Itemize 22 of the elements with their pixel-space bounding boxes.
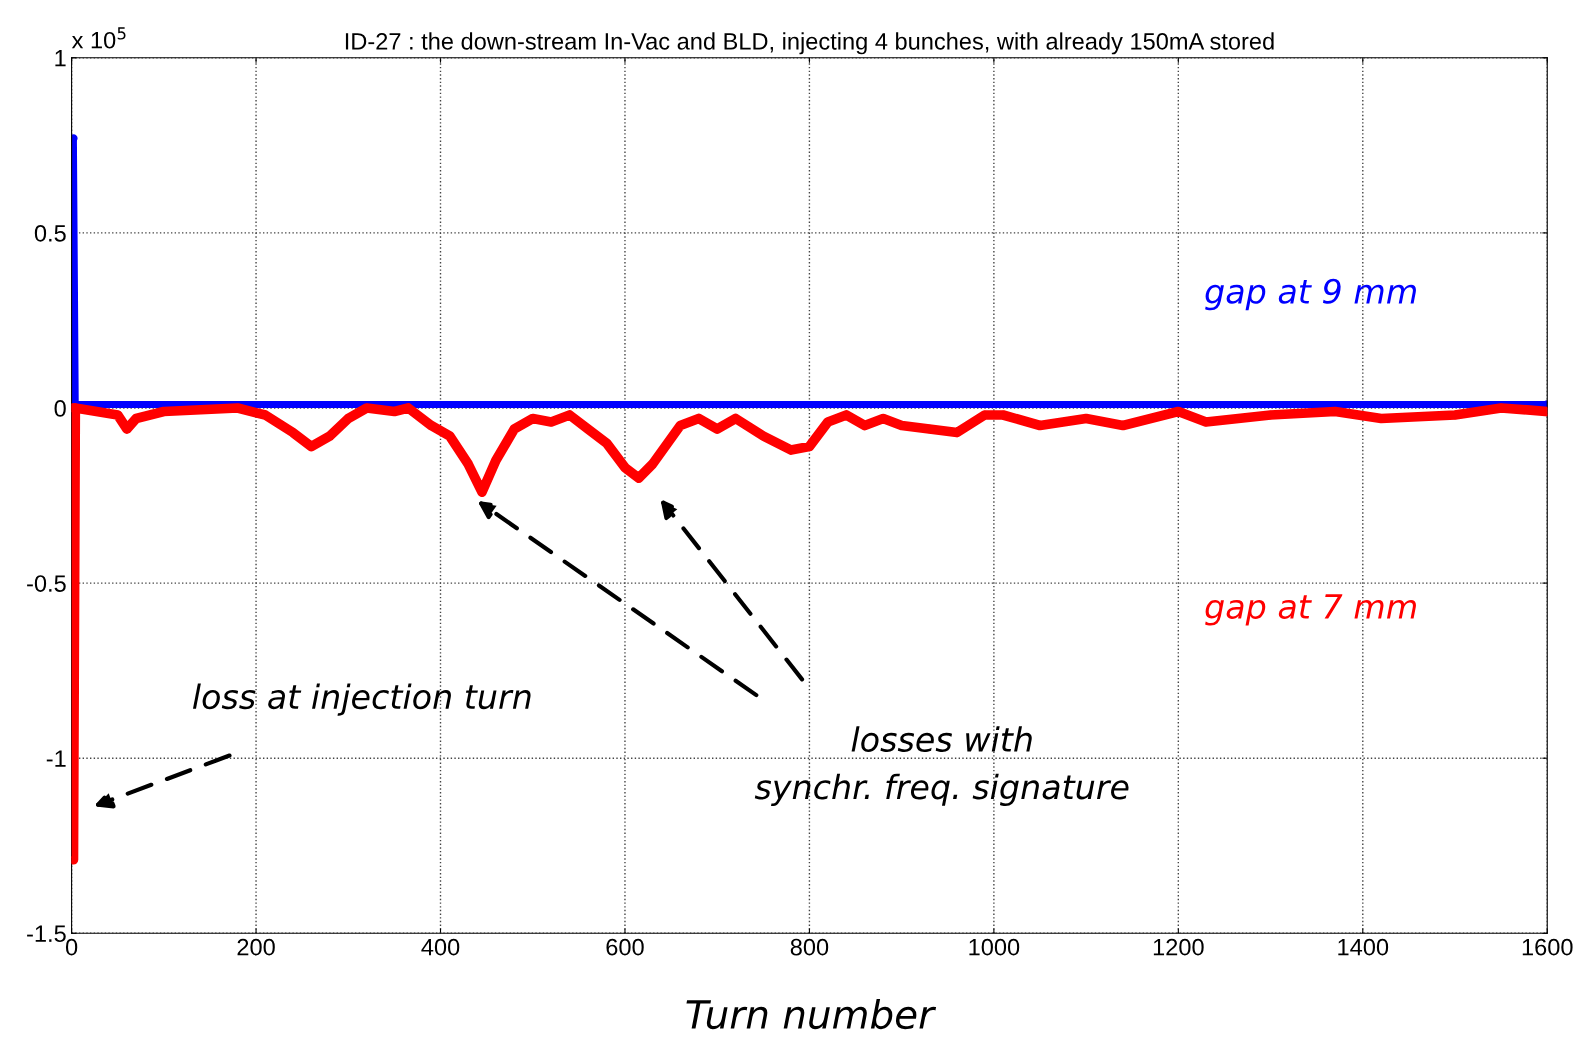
y-tick-label: -1.5 bbox=[27, 925, 66, 943]
annotation: losses with synchr. freq. signature bbox=[754, 726, 1129, 806]
x-tick-label: 200 bbox=[237, 938, 275, 956]
text: gap at 7 mm bbox=[1205, 594, 1416, 626]
y-tick-label: -0.5 bbox=[27, 575, 66, 592]
x-tick-label: 0 bbox=[65, 938, 78, 956]
text: x 10$^{5}$ bbox=[71, 27, 126, 49]
x-tick-label: 400 bbox=[421, 938, 460, 956]
chart-title: ID-27 : the down-stream In-Vac and BLD, injecting 4 bunches, with already 150mA stored bbox=[345, 32, 1274, 55]
y-tick-label: 0.5 bbox=[34, 224, 66, 242]
annotation: loss at injection turn bbox=[192, 683, 531, 716]
x-tick-label: 1600 bbox=[1522, 938, 1573, 956]
y-tick-label: 1 bbox=[55, 50, 66, 67]
text: gap at 9 mm bbox=[1205, 278, 1416, 311]
x-tick-label: 1000 bbox=[969, 938, 1020, 956]
x-tick-label: 1200 bbox=[1153, 938, 1204, 956]
y-tick-label: -1 bbox=[46, 750, 66, 767]
x-tick-label: 600 bbox=[606, 938, 644, 956]
x-tick-label: 800 bbox=[790, 938, 829, 956]
x-axis-title: Turn number bbox=[686, 999, 937, 1030]
x-tick-label: 1400 bbox=[1338, 938, 1389, 956]
y-tick-label: 0 bbox=[54, 400, 66, 417]
